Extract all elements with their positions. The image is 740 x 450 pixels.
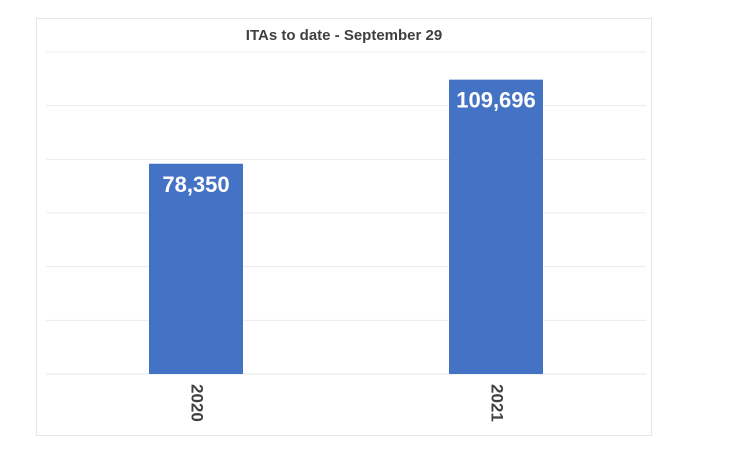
x-tick-label-2021: 2021 [488, 384, 507, 422]
chart-title: ITAs to date - September 29 [245, 27, 443, 44]
data-label-2021: 109,696 [456, 88, 536, 113]
x-tick-label-2020: 2020 [188, 384, 207, 422]
bar-2021 [449, 79, 543, 375]
bar-2020 [149, 163, 243, 374]
chart-frame: ITAs to date - September 29 [36, 18, 652, 436]
data-label-2020: 78,350 [162, 172, 229, 197]
